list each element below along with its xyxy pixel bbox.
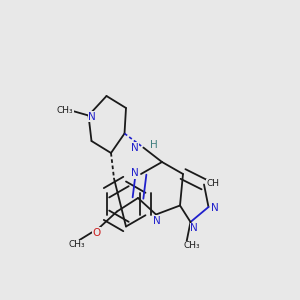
Text: N: N — [130, 169, 138, 178]
Text: N: N — [153, 216, 160, 226]
Text: N: N — [131, 143, 139, 153]
Text: CH₃: CH₃ — [57, 106, 74, 115]
Text: H: H — [150, 140, 158, 150]
Text: N: N — [88, 112, 96, 122]
Text: O: O — [92, 228, 101, 238]
Text: CH₃: CH₃ — [183, 241, 200, 250]
Text: CH₃: CH₃ — [69, 240, 86, 249]
Text: CH: CH — [206, 179, 220, 188]
Text: N: N — [211, 203, 219, 213]
Text: N: N — [190, 224, 198, 233]
